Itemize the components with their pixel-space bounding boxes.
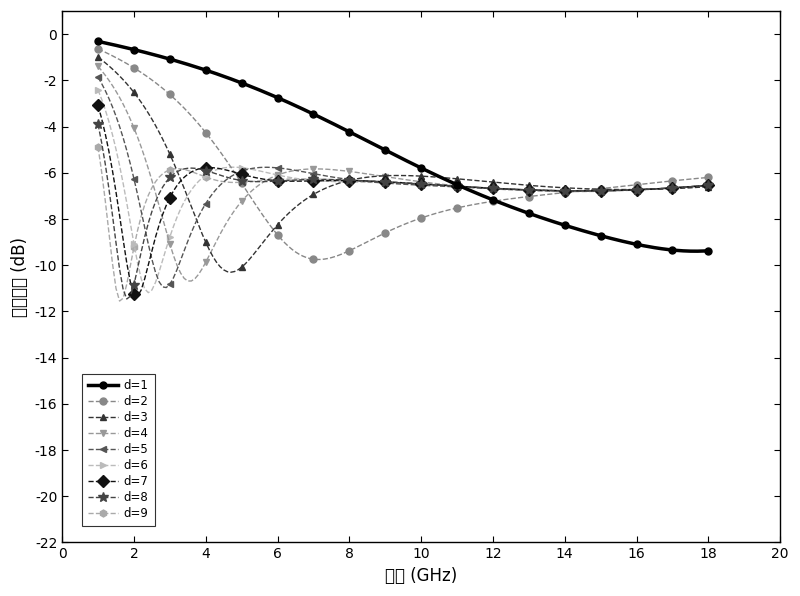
d=2 (456, 204, 466, 211)
Line: d=6: d=6 (94, 86, 712, 296)
d=3 (642, 186, 652, 193)
d=7 (133, 293, 142, 300)
d=4 (208, 244, 218, 252)
d=7 (456, 183, 466, 190)
d=2 (703, 174, 713, 181)
d=1 (689, 247, 698, 254)
Line: d=4: d=4 (94, 63, 712, 284)
d=3 (614, 186, 623, 193)
d=1 (639, 242, 649, 249)
d=3 (205, 246, 214, 253)
d=6 (143, 289, 153, 296)
d=1 (94, 38, 103, 45)
d=4 (456, 182, 466, 190)
d=2 (94, 45, 103, 52)
d=2 (205, 134, 214, 141)
d=5 (703, 182, 713, 189)
d=6 (642, 186, 652, 193)
d=4 (478, 185, 487, 192)
d=9 (642, 186, 652, 193)
d=6 (208, 167, 218, 175)
d=1 (474, 191, 483, 198)
d=1 (205, 68, 214, 75)
d=4 (703, 182, 713, 189)
d=8 (614, 187, 623, 194)
d=3 (703, 183, 713, 190)
d=5 (94, 73, 103, 80)
d=5 (524, 187, 534, 194)
X-axis label: 频率 (GHz): 频率 (GHz) (385, 567, 458, 585)
Line: d=8: d=8 (93, 119, 714, 304)
d=7 (703, 182, 713, 189)
d=7 (94, 102, 103, 109)
d=7 (478, 184, 487, 191)
d=8 (94, 121, 103, 128)
d=2 (312, 256, 322, 263)
d=3 (226, 269, 236, 276)
d=9 (614, 187, 623, 194)
d=3 (456, 176, 466, 183)
d=5 (456, 184, 466, 191)
d=8 (524, 187, 534, 194)
Y-axis label: 回波损失 (dB): 回波损失 (dB) (11, 237, 29, 317)
d=1 (452, 181, 462, 188)
d=5 (614, 187, 623, 194)
d=7 (642, 186, 652, 193)
Line: d=1: d=1 (94, 38, 712, 254)
d=8 (703, 182, 713, 189)
d=6 (524, 187, 534, 194)
Line: d=9: d=9 (94, 144, 712, 305)
d=1 (703, 247, 713, 254)
d=8 (478, 184, 487, 191)
d=6 (703, 182, 713, 189)
d=8 (122, 296, 131, 303)
d=9 (478, 184, 487, 191)
d=1 (610, 236, 620, 243)
Line: d=2: d=2 (94, 45, 712, 263)
Line: d=5: d=5 (94, 74, 712, 291)
d=4 (183, 277, 193, 284)
d=3 (524, 182, 534, 189)
d=3 (94, 54, 103, 61)
d=8 (208, 169, 218, 176)
d=9 (456, 183, 466, 190)
d=9 (114, 297, 124, 305)
d=5 (478, 185, 487, 192)
d=9 (94, 144, 103, 151)
d=4 (614, 187, 623, 194)
d=3 (478, 178, 487, 185)
d=6 (478, 184, 487, 191)
d=2 (614, 183, 623, 190)
d=9 (208, 176, 218, 183)
Line: d=3: d=3 (94, 54, 712, 276)
d=4 (94, 63, 103, 70)
d=5 (208, 190, 218, 197)
d=4 (642, 186, 652, 193)
d=2 (478, 200, 487, 207)
d=5 (162, 284, 171, 291)
d=5 (642, 186, 652, 193)
d=2 (642, 180, 652, 187)
d=6 (94, 86, 103, 94)
d=7 (524, 187, 534, 194)
d=9 (524, 187, 534, 194)
d=6 (456, 183, 466, 190)
Legend: d=1, d=2, d=3, d=4, d=5, d=6, d=7, d=8, d=9: d=1, d=2, d=3, d=4, d=5, d=6, d=7, d=8, … (82, 374, 154, 526)
d=7 (614, 187, 623, 194)
d=6 (614, 187, 623, 194)
d=8 (456, 183, 466, 190)
d=7 (208, 164, 218, 171)
d=2 (524, 193, 534, 200)
d=1 (521, 209, 530, 216)
Line: d=7: d=7 (94, 101, 713, 300)
d=4 (524, 187, 534, 194)
d=8 (642, 186, 652, 193)
d=9 (703, 182, 713, 189)
